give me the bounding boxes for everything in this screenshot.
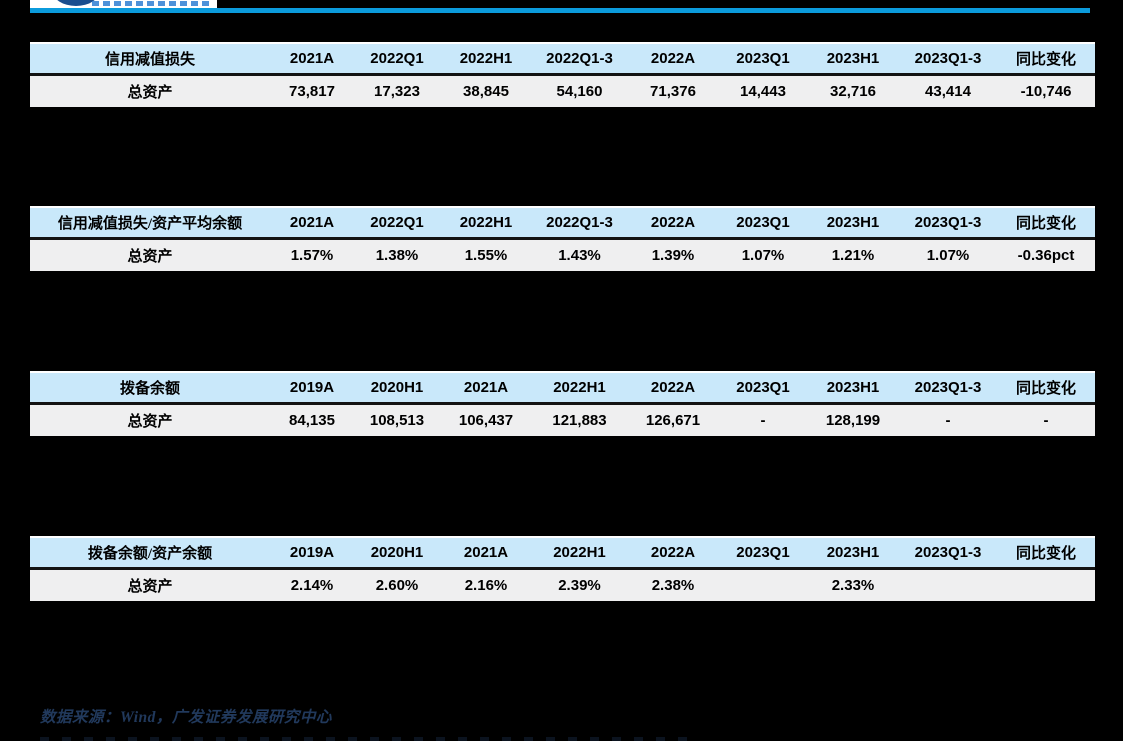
table-header-row: 拨备余额 2019A 2020H1 2021A 2022H1 2022A 202… <box>30 372 1095 405</box>
year-column-header: 2022H1 <box>440 43 532 76</box>
value-cell: 2.39% <box>532 568 627 601</box>
value-cell: 1.07% <box>719 238 807 271</box>
value-cell: - <box>997 403 1095 436</box>
table-title: 信用减值损失 <box>30 43 270 76</box>
year-column-header: 2019A <box>270 537 354 570</box>
year-column-header: 2022A <box>627 43 719 76</box>
table-title: 拨备余额 <box>30 372 270 405</box>
logo-globe-icon <box>52 0 100 6</box>
year-column-header: 2022A <box>627 372 719 405</box>
year-column-header: 2022H1 <box>532 537 627 570</box>
table-credit-impairment-loss: 信用减值损失 2021A 2022Q1 2022H1 2022Q1-3 2022… <box>30 42 1095 107</box>
year-column-header: 2022Q1-3 <box>532 43 627 76</box>
table-row: 总资产 1.57% 1.38% 1.55% 1.43% 1.39% 1.07% … <box>30 238 1095 271</box>
value-cell: 108,513 <box>354 403 440 436</box>
year-column-header: 2020H1 <box>354 372 440 405</box>
value-cell <box>997 568 1095 601</box>
year-column-header: 2023Q1-3 <box>899 43 997 76</box>
value-cell: 17,323 <box>354 74 440 107</box>
table-row: 总资产 73,817 17,323 38,845 54,160 71,376 1… <box>30 74 1095 107</box>
year-column-header: 2023Q1 <box>719 207 807 240</box>
year-column-header: 2019A <box>270 372 354 405</box>
table-provision-ratio: 拨备余额/资产余额 2019A 2020H1 2021A 2022H1 2022… <box>30 536 1095 601</box>
value-cell: 38,845 <box>440 74 532 107</box>
year-column-header: 2022Q1-3 <box>532 207 627 240</box>
value-cell: 73,817 <box>270 74 354 107</box>
value-cell <box>719 568 807 601</box>
year-column-header: 2021A <box>270 207 354 240</box>
value-cell: 2.16% <box>440 568 532 601</box>
year-column-header: 2023H1 <box>807 207 899 240</box>
year-column-header: 2022A <box>627 537 719 570</box>
year-column-header: 2022A <box>627 207 719 240</box>
value-cell: 71,376 <box>627 74 719 107</box>
value-cell: 2.14% <box>270 568 354 601</box>
year-column-header: 2021A <box>270 43 354 76</box>
value-cell: 128,199 <box>807 403 899 436</box>
year-column-header: 2023Q1 <box>719 537 807 570</box>
row-label: 总资产 <box>30 238 270 271</box>
table-title: 拨备余额/资产余额 <box>30 537 270 570</box>
year-column-header: 2023Q1 <box>719 43 807 76</box>
row-label: 总资产 <box>30 74 270 107</box>
year-column-header: 2023H1 <box>807 372 899 405</box>
value-cell: 1.57% <box>270 238 354 271</box>
row-label: 总资产 <box>30 568 270 601</box>
value-cell: 2.33% <box>807 568 899 601</box>
value-cell: 1.39% <box>627 238 719 271</box>
value-cell: 1.43% <box>532 238 627 271</box>
value-cell: - <box>899 403 997 436</box>
year-column-header: 2022Q1 <box>354 207 440 240</box>
year-column-header: 2023Q1 <box>719 372 807 405</box>
year-column-header: 2023H1 <box>807 537 899 570</box>
value-cell: 126,671 <box>627 403 719 436</box>
table-title: 信用减值损失/资产平均余额 <box>30 207 270 240</box>
value-cell: - <box>719 403 807 436</box>
value-cell: 121,883 <box>532 403 627 436</box>
row-label: 总资产 <box>30 403 270 436</box>
year-column-header: 2023H1 <box>807 43 899 76</box>
logo-wordmark-fragment <box>92 1 212 6</box>
table-header-row: 信用减值损失 2021A 2022Q1 2022H1 2022Q1-3 2022… <box>30 43 1095 76</box>
value-cell <box>899 568 997 601</box>
year-column-header: 2020H1 <box>354 537 440 570</box>
year-column-header: 2021A <box>440 372 532 405</box>
value-cell: 14,443 <box>719 74 807 107</box>
clipped-text-fragment <box>40 737 700 741</box>
value-cell: 2.60% <box>354 568 440 601</box>
year-column-header: 2023Q1-3 <box>899 537 997 570</box>
table-header-row: 信用减值损失/资产平均余额 2021A 2022Q1 2022H1 2022Q1… <box>30 207 1095 240</box>
value-cell: 1.21% <box>807 238 899 271</box>
table-header-row: 拨备余额/资产余额 2019A 2020H1 2021A 2022H1 2022… <box>30 537 1095 570</box>
year-column-header: 2022H1 <box>440 207 532 240</box>
value-cell: 1.07% <box>899 238 997 271</box>
value-cell: 2.38% <box>627 568 719 601</box>
header-divider-rule <box>30 8 1090 13</box>
value-cell: -10,746 <box>997 74 1095 107</box>
yoy-change-column-header: 同比变化 <box>997 537 1095 570</box>
year-column-header: 2023Q1-3 <box>899 207 997 240</box>
year-column-header: 2022Q1 <box>354 43 440 76</box>
yoy-change-column-header: 同比变化 <box>997 207 1095 240</box>
value-cell: 43,414 <box>899 74 997 107</box>
year-column-header: 2021A <box>440 537 532 570</box>
year-column-header: 2022H1 <box>532 372 627 405</box>
data-source-note: 数据来源：Wind，广发证券发展研究中心 <box>40 709 332 726</box>
value-cell: 54,160 <box>532 74 627 107</box>
value-cell: -0.36pct <box>997 238 1095 271</box>
value-cell: 1.55% <box>440 238 532 271</box>
table-row: 总资产 84,135 108,513 106,437 121,883 126,6… <box>30 403 1095 436</box>
gf-securities-logo-fragment <box>30 0 217 8</box>
value-cell: 32,716 <box>807 74 899 107</box>
year-column-header: 2023Q1-3 <box>899 372 997 405</box>
value-cell: 1.38% <box>354 238 440 271</box>
table-provision-balance: 拨备余额 2019A 2020H1 2021A 2022H1 2022A 202… <box>30 371 1095 436</box>
table-credit-impairment-loss-ratio: 信用减值损失/资产平均余额 2021A 2022Q1 2022H1 2022Q1… <box>30 206 1095 271</box>
yoy-change-column-header: 同比变化 <box>997 43 1095 76</box>
value-cell: 84,135 <box>270 403 354 436</box>
value-cell: 106,437 <box>440 403 532 436</box>
table-row: 总资产 2.14% 2.60% 2.16% 2.39% 2.38% 2.33% <box>30 568 1095 601</box>
yoy-change-column-header: 同比变化 <box>997 372 1095 405</box>
